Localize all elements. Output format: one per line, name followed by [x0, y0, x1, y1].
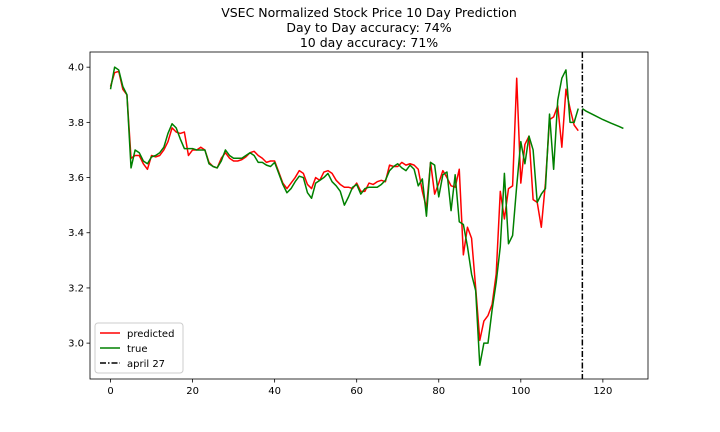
- x-tick-label: 40: [268, 386, 281, 397]
- x-tick-label: 20: [186, 386, 199, 397]
- legend-label-april-27: april 27: [127, 359, 165, 370]
- legend-box: [94, 322, 184, 374]
- y-tick-label: 3.4: [68, 228, 84, 239]
- x-tick-label: 100: [511, 386, 530, 397]
- legend-label-true: true: [127, 344, 148, 355]
- axes-frame: [89, 51, 649, 380]
- series-line-true: [109, 66, 579, 366]
- y-tick-label: 3.6: [68, 173, 84, 184]
- y-tick-label: 3.8: [68, 118, 84, 129]
- x-tick-label: 120: [593, 386, 612, 397]
- x-tick-label: 60: [350, 386, 363, 397]
- chart-title: VSEC Normalized Stock Price 10 Day Predi…: [221, 5, 517, 50]
- y-tick-label: 4.0: [68, 63, 84, 74]
- series-line-forecast-2: [581, 107, 624, 130]
- legend-label-predicted: predicted: [127, 329, 174, 340]
- series-line-predicted: [109, 70, 579, 342]
- y-tick-label: 3.2: [68, 283, 84, 294]
- legend: predicted true april 27: [94, 322, 184, 374]
- x-tick-label: 0: [107, 386, 113, 397]
- series-layer: [109, 52, 624, 379]
- x-tick-label: 80: [432, 386, 445, 397]
- axes-layer: 0 20 40 60 80 100 120 3.0 3.2 3.4 3.6 3.8 4.0: [68, 51, 649, 397]
- title-line-3: 10 day accuracy: 71%: [300, 35, 438, 50]
- title-line-1: VSEC Normalized Stock Price 10 Day Predi…: [221, 5, 517, 20]
- y-tick-label: 3.0: [68, 339, 84, 350]
- title-line-2: Day to Day accuracy: 74%: [286, 20, 451, 35]
